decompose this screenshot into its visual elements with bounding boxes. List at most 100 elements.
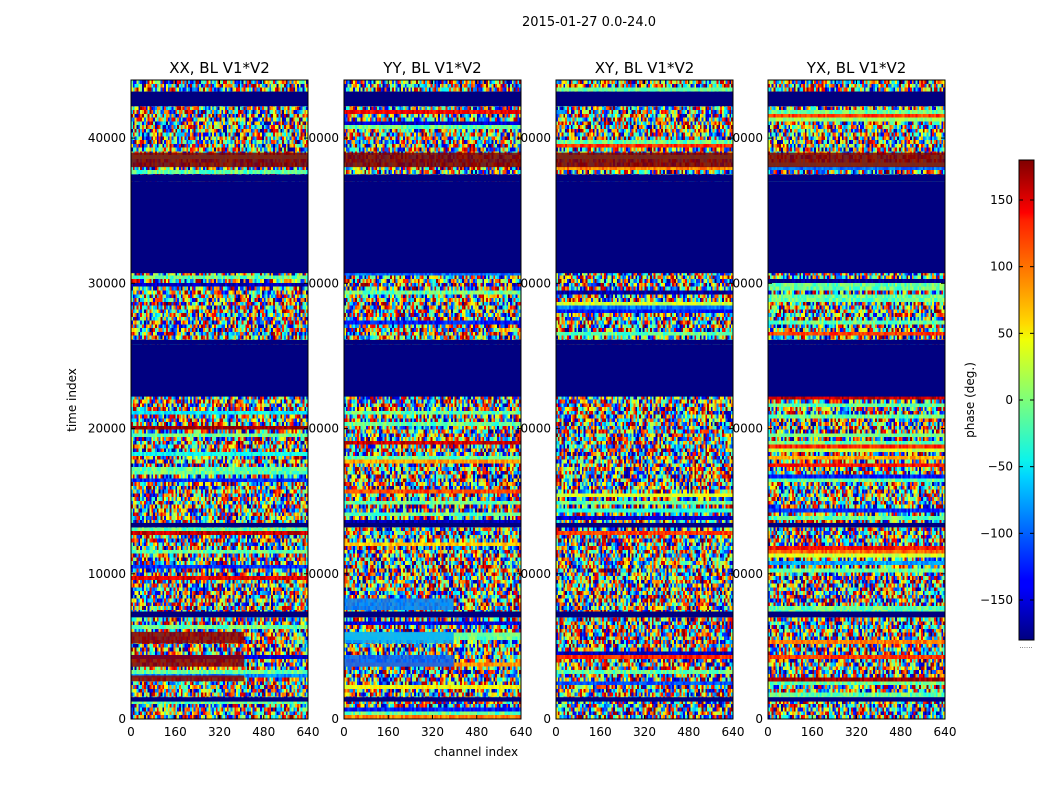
panel-0-ytick-label-3: 30000 bbox=[88, 276, 126, 290]
panel-2-xtick-label-1: 160 bbox=[589, 725, 612, 739]
panel-0-xtick-label-2: 320 bbox=[208, 725, 231, 739]
panel-1-xtick-label-4: 640 bbox=[510, 725, 533, 739]
colorbar-tick-label-2: 50 bbox=[998, 326, 1013, 340]
panel-0-flagged-band-2 bbox=[131, 181, 308, 274]
panel-0-flagged-band-6 bbox=[131, 611, 308, 618]
colorbar-tick-label-5: −100 bbox=[980, 526, 1013, 540]
panel-1-constant-band-1 bbox=[344, 631, 454, 644]
panel-0-ytick-label-1: 10000 bbox=[88, 567, 126, 581]
panel-3-flagged-band-5 bbox=[768, 522, 945, 528]
colorbar-tick-label-3: 0 bbox=[1005, 393, 1013, 407]
y-axis-label: time index bbox=[65, 368, 79, 432]
colorbar-footnote: ...... bbox=[1019, 642, 1032, 650]
panel-2-constant-band-0 bbox=[556, 152, 733, 168]
panel-0-xtick-label-4: 640 bbox=[297, 725, 320, 739]
panel-3-flagged-band-0 bbox=[768, 91, 945, 107]
panel-2-flagged-band-2 bbox=[556, 181, 733, 274]
panel-1-flagged-band-6 bbox=[344, 611, 521, 618]
panel-0-title: XX, BL V1*V2 bbox=[169, 59, 270, 77]
panel-1-xtick-label-3: 480 bbox=[465, 725, 488, 739]
panel-3-constant-band-0 bbox=[768, 152, 945, 168]
panel-2-flagged-band-6 bbox=[556, 611, 733, 618]
panel-2-flagged-band-0 bbox=[556, 91, 733, 107]
panel-0-constant-band-2 bbox=[131, 655, 245, 667]
panel-3-flagged-band-4 bbox=[768, 344, 945, 397]
panel-0: XX, BL V1*V2 0 160 320 480 640 0 10000 20000 3000… bbox=[88, 59, 320, 739]
panel-0-xtick-label-1: 160 bbox=[164, 725, 187, 739]
panel-1-flagged-band-3 bbox=[344, 339, 521, 345]
panel-2-title: XY, BL V1*V2 bbox=[595, 59, 695, 77]
panel-2: XY, BL V1*V20 160 320 480 640000000000000000… bbox=[520, 59, 744, 739]
panel-1-ytick-label-1: 0000 bbox=[308, 567, 339, 581]
panel-3-flagged-band-2 bbox=[768, 181, 945, 274]
panel-1-constant-band-3 bbox=[344, 598, 454, 611]
panel-3-flagged-band-7 bbox=[768, 697, 945, 702]
panel-1-title: YY, BL V1*V2 bbox=[382, 59, 481, 77]
panel-1-xtick-label-0: 0 bbox=[340, 725, 348, 739]
colorbar: 150 100 50 0 −50 −100 −150 phase (deg.) ...... bbox=[963, 159, 1035, 650]
panel-1-constant-band-0 bbox=[344, 152, 521, 168]
panel-1-flagged-band-5 bbox=[344, 522, 521, 528]
panel-0-ytick-label-2: 20000 bbox=[88, 422, 126, 436]
panel-0-flagged-band-0 bbox=[131, 91, 308, 107]
colorbar-tick-label-6: −150 bbox=[980, 593, 1013, 607]
panel-3-ytick-label-0: 0 bbox=[755, 712, 763, 726]
panel-2-ytick-label-1: 0000 bbox=[520, 567, 551, 581]
panel-3-flagged-band-3 bbox=[768, 339, 945, 345]
panel-3-flagged-band-6 bbox=[768, 611, 945, 618]
panels-group: XX, BL V1*V2 0 160 320 480 640 0 10000 20000 3000… bbox=[88, 59, 957, 739]
panel-0-flagged-band-3 bbox=[131, 339, 308, 345]
panel-2-ytick-label-3: 0000 bbox=[520, 276, 551, 290]
panel-1-flagged-band-2 bbox=[344, 181, 521, 274]
panel-1-flagged-band-0 bbox=[344, 91, 521, 107]
panel-2-flagged-band-1 bbox=[556, 174, 733, 182]
panel-1-ytick-label-0: 0 bbox=[331, 712, 339, 726]
panel-3: YX, BL V1*V20 160 320 480 640000000000000000… bbox=[732, 59, 956, 739]
panel-3-ytick-label-1: 0000 bbox=[732, 567, 763, 581]
panel-2-flagged-band-5 bbox=[556, 522, 733, 528]
panel-3-ytick-label-3: 0000 bbox=[732, 276, 763, 290]
panel-1-xtick-label-1: 160 bbox=[377, 725, 400, 739]
panel-0-flagged-band-4 bbox=[131, 344, 308, 397]
panel-1-flagged-band-4 bbox=[344, 344, 521, 397]
panel-2-xtick-label-2: 320 bbox=[633, 725, 656, 739]
colorbar-tick-label-4: −50 bbox=[988, 460, 1013, 474]
panel-2-flagged-band-7 bbox=[556, 697, 733, 702]
colorbar-ticks: 150 100 50 0 −50 −100 −150 bbox=[980, 193, 1034, 607]
panel-1-constant-band-2 bbox=[344, 655, 454, 667]
panel-0-flagged-band-1 bbox=[131, 174, 308, 182]
panel-2-ytick-label-4: 0000 bbox=[520, 131, 551, 145]
panel-0-constant-band-0 bbox=[131, 152, 308, 168]
panel-1-flagged-band-1 bbox=[344, 174, 521, 182]
panel-0-constant-band-3 bbox=[131, 675, 245, 682]
panel-3-xtick-label-0: 0 bbox=[764, 725, 772, 739]
panel-2-ytick-label-2: 0000 bbox=[520, 422, 551, 436]
panel-1-xtick-label-2: 320 bbox=[421, 725, 444, 739]
panel-3-flagged-band-1 bbox=[768, 174, 945, 182]
panel-3-xtick-label-1: 160 bbox=[801, 725, 824, 739]
panel-0-ytick-label-4: 40000 bbox=[88, 131, 126, 145]
panel-2-ytick-label-0: 0 bbox=[543, 712, 551, 726]
colorbar-tick-label-0: 150 bbox=[990, 193, 1013, 207]
panel-3-xtick-label-4: 640 bbox=[934, 725, 957, 739]
panel-0-ytick-label-0: 0 bbox=[118, 712, 126, 726]
x-axis-label: channel index bbox=[434, 745, 518, 759]
colorbar-label: phase (deg.) bbox=[963, 362, 977, 438]
panel-2-flagged-band-4 bbox=[556, 344, 733, 397]
panel-0-constant-band-1 bbox=[131, 631, 245, 644]
panel-0-xtick-label-0: 0 bbox=[127, 725, 135, 739]
panel-1-flagged-band-7 bbox=[344, 697, 521, 702]
panel-3-ytick-label-2: 0000 bbox=[732, 422, 763, 436]
panel-3-xtick-label-2: 320 bbox=[845, 725, 868, 739]
panel-3-title: YX, BL V1*V2 bbox=[806, 59, 907, 77]
panel-2-flagged-band-3 bbox=[556, 339, 733, 345]
panel-0-xtick-label-3: 480 bbox=[252, 725, 275, 739]
panel-1: YY, BL V1*V20 160 320 480 640000000000000000… bbox=[308, 59, 532, 739]
panel-3-ytick-label-4: 0000 bbox=[732, 131, 763, 145]
panel-0-flagged-band-5 bbox=[131, 522, 308, 528]
panel-0-flagged-band-7 bbox=[131, 697, 308, 702]
panel-1-ytick-label-3: 0000 bbox=[308, 276, 339, 290]
colorbar-tick-label-1: 100 bbox=[990, 260, 1013, 274]
figure-suptitle: 2015-01-27 0.0-24.0 bbox=[522, 15, 656, 30]
